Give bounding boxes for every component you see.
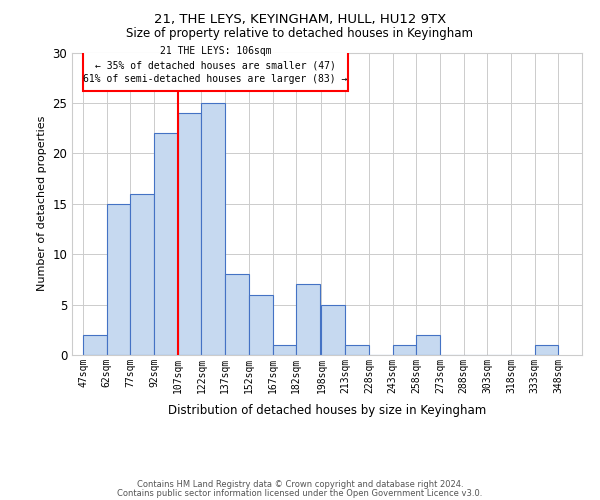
X-axis label: Distribution of detached houses by size in Keyingham: Distribution of detached houses by size … (168, 404, 486, 417)
Bar (249, 294, 272, 355)
Bar (392, 345, 416, 355)
Bar (272, 345, 296, 355)
Bar (154, 133, 178, 355)
Text: 21 THE LEYS: 106sqm: 21 THE LEYS: 106sqm (160, 46, 271, 56)
Text: Contains public sector information licensed under the Open Government Licence v3: Contains public sector information licen… (118, 488, 482, 498)
Bar (535, 345, 559, 355)
Bar (107, 204, 130, 355)
Text: 21, THE LEYS, KEYINGHAM, HULL, HU12 9TX: 21, THE LEYS, KEYINGHAM, HULL, HU12 9TX (154, 12, 446, 26)
Bar (130, 194, 154, 355)
Text: 61% of semi-detached houses are larger (83) →: 61% of semi-detached houses are larger (… (83, 74, 348, 84)
Bar (225, 274, 249, 355)
Y-axis label: Number of detached properties: Number of detached properties (37, 116, 47, 292)
Text: ← 35% of detached houses are smaller (47): ← 35% of detached houses are smaller (47… (95, 60, 336, 70)
Bar (416, 335, 440, 355)
Bar (296, 284, 320, 355)
Bar (345, 345, 369, 355)
Bar (178, 113, 202, 355)
Text: Size of property relative to detached houses in Keyingham: Size of property relative to detached ho… (127, 28, 473, 40)
Bar (322, 304, 345, 355)
Bar (83, 335, 107, 355)
Bar (202, 103, 225, 355)
Text: Contains HM Land Registry data © Crown copyright and database right 2024.: Contains HM Land Registry data © Crown c… (137, 480, 463, 489)
Bar (83, 42, 349, 91)
